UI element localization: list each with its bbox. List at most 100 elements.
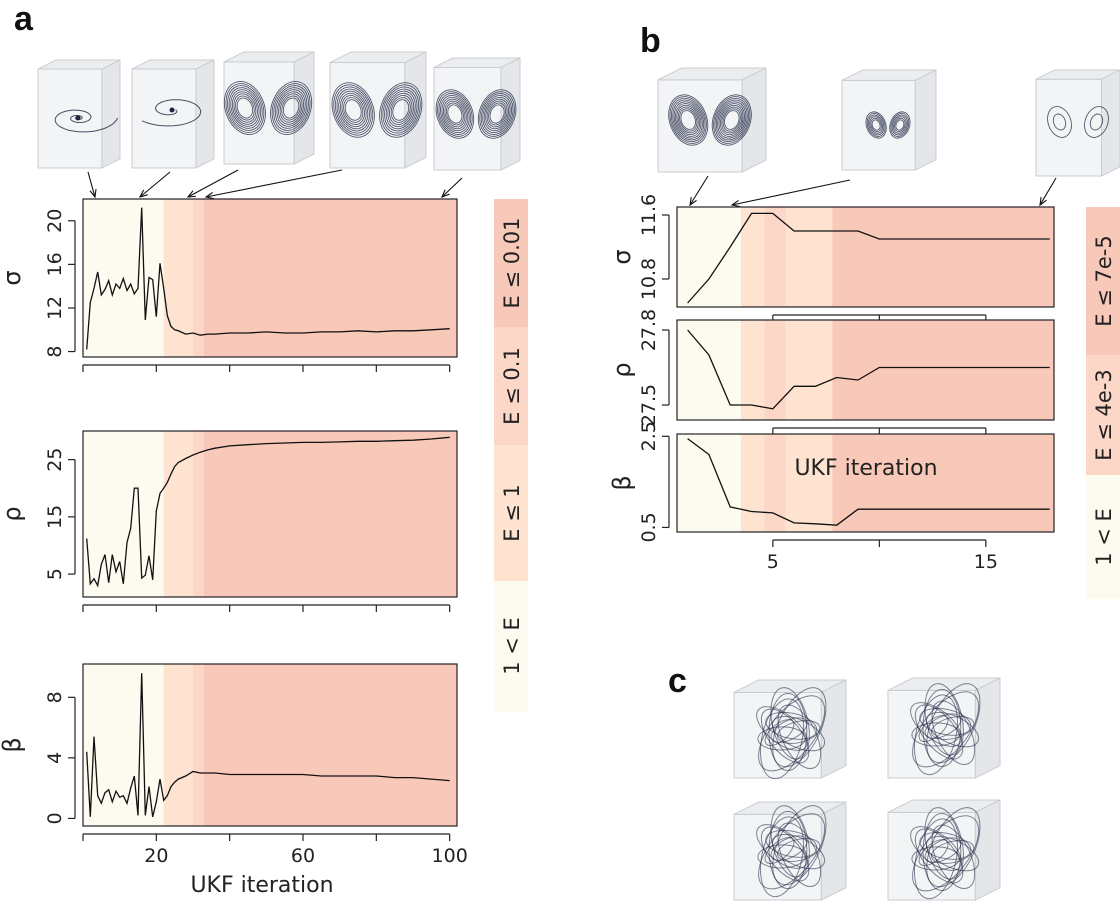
attractor-thumbnail xyxy=(131,59,215,169)
error-band xyxy=(193,431,204,597)
error-band xyxy=(677,320,741,420)
error-band xyxy=(204,431,457,597)
x-tick-label: 60 xyxy=(291,845,315,867)
series-line xyxy=(687,438,1050,526)
x-tick-label: 5 xyxy=(767,551,779,573)
thumbnail-arrows xyxy=(87,169,1057,208)
error-band xyxy=(785,434,833,532)
panel-b-letter: b xyxy=(640,22,661,60)
y-tick-label: 10.8 xyxy=(638,258,660,300)
panel-a-letter: a xyxy=(14,0,34,38)
error-band xyxy=(764,434,786,532)
y-tick-label: 25 xyxy=(44,448,66,472)
panel-c-letter: c xyxy=(668,662,687,700)
attractor-thumbnail xyxy=(1035,69,1120,177)
error-band xyxy=(740,207,765,307)
plot-b-1: 10.8 11.6σ xyxy=(608,194,1055,322)
error-band xyxy=(193,199,204,357)
y-tick-label: 11.6 xyxy=(638,194,660,236)
y-tick-label: 20 xyxy=(44,209,66,233)
attractor-thumbnail xyxy=(329,51,427,169)
attractor-thumbnail xyxy=(733,679,847,780)
pointer-arrow xyxy=(1039,177,1057,206)
legend-a-swatch-1 xyxy=(494,199,528,327)
panel-b-legend: E ≤ 7e-5 E ≤ 4e-3 1 < E xyxy=(1086,207,1120,599)
series-line xyxy=(687,212,1050,304)
legend-b-swatch-1 xyxy=(1086,207,1120,355)
y-axis-label: β xyxy=(0,737,26,752)
y-axis-label: σ xyxy=(0,270,26,285)
attractor-thumbnail xyxy=(37,59,121,169)
panel-a-legend: E ≤ 0.01 E ≤ 0.1 E ≤ 1 1 < E xyxy=(494,199,528,712)
y-axis-label: ρ xyxy=(0,506,26,521)
pointer-arrow xyxy=(441,177,463,198)
pointer-arrow xyxy=(205,169,343,198)
pointer-arrow xyxy=(139,171,171,198)
panel-c-attractor-thumbnails xyxy=(733,677,1001,901)
plot-frame xyxy=(676,433,1055,533)
series-line xyxy=(86,673,450,818)
error-band xyxy=(83,431,164,597)
error-band xyxy=(785,207,833,307)
x-tick-label: 100 xyxy=(432,845,468,867)
error-band xyxy=(193,664,204,826)
attractor-thumbnail xyxy=(433,57,521,171)
error-band xyxy=(163,431,193,597)
plot-frame xyxy=(82,430,458,598)
pointer-arrow xyxy=(731,179,851,206)
y-tick-label: 2.5 xyxy=(638,421,660,451)
pointer-arrow xyxy=(187,169,239,198)
y-tick-label: 27.5 xyxy=(638,384,660,426)
attractor-thumbnail xyxy=(223,51,315,165)
error-band xyxy=(832,434,1054,532)
y-tick-label: 4 xyxy=(44,752,66,764)
error-band xyxy=(204,664,457,826)
error-band xyxy=(740,434,765,532)
plot-frame xyxy=(676,319,1055,421)
plot-frame xyxy=(82,198,458,358)
x-tick-label: 15 xyxy=(974,551,998,573)
legend-b-swatch-3 xyxy=(1086,475,1120,599)
plot-frame xyxy=(676,206,1055,308)
legend-b-label-3: 1 < E xyxy=(1092,508,1116,566)
panel-a-attractor-thumbnails xyxy=(37,51,521,171)
attractor-thumbnail xyxy=(733,801,847,901)
series-line xyxy=(687,329,1050,410)
legend-b-label-1: E ≤ 7e-5 xyxy=(1092,235,1116,326)
panel-a-xlabel: UKF iteration xyxy=(190,873,333,898)
error-band xyxy=(764,320,786,420)
legend-b-swatch-2 xyxy=(1086,355,1120,475)
error-band xyxy=(785,320,833,420)
attractor-thumbnail xyxy=(841,69,937,171)
error-band xyxy=(832,207,1054,307)
series-line xyxy=(86,207,450,350)
legend-a-label-4: 1 < E xyxy=(500,617,524,675)
attractor-thumbnail xyxy=(657,67,767,173)
y-tick-label: 15 xyxy=(44,505,66,529)
y-tick-label: 5 xyxy=(44,568,66,580)
pointer-arrow xyxy=(87,171,96,198)
plot-a-2: 5 15 25 ρ xyxy=(0,430,458,612)
legend-b-label-2: E ≤ 4e-3 xyxy=(1092,369,1116,460)
legend-a-swatch-4 xyxy=(494,581,528,712)
error-band xyxy=(163,664,193,826)
pointer-arrow xyxy=(689,175,709,206)
error-band xyxy=(764,207,786,307)
error-band xyxy=(677,434,741,532)
plot-b-2: 27.5 27.8ρ xyxy=(608,309,1055,435)
attractor-thumbnail xyxy=(887,677,1001,779)
legend-a-label-2: E ≤ 0.1 xyxy=(500,347,524,425)
y-tick-label: 8 xyxy=(44,691,66,703)
y-axis-label: β xyxy=(608,475,636,490)
attractor-thumbnail xyxy=(887,799,1001,901)
legend-a-swatch-3 xyxy=(494,445,528,581)
plot-b-3: 0.5 2.5 β 5 15 xyxy=(608,421,1055,573)
series-line xyxy=(86,436,450,588)
panel-b-attractor-thumbnails xyxy=(657,67,1120,177)
legend-a-label-3: E ≤ 1 xyxy=(500,484,524,542)
panel-b-xlabel: UKF iteration xyxy=(794,456,937,481)
y-tick-label: 8 xyxy=(44,346,66,358)
y-tick-label: 16 xyxy=(44,252,66,276)
